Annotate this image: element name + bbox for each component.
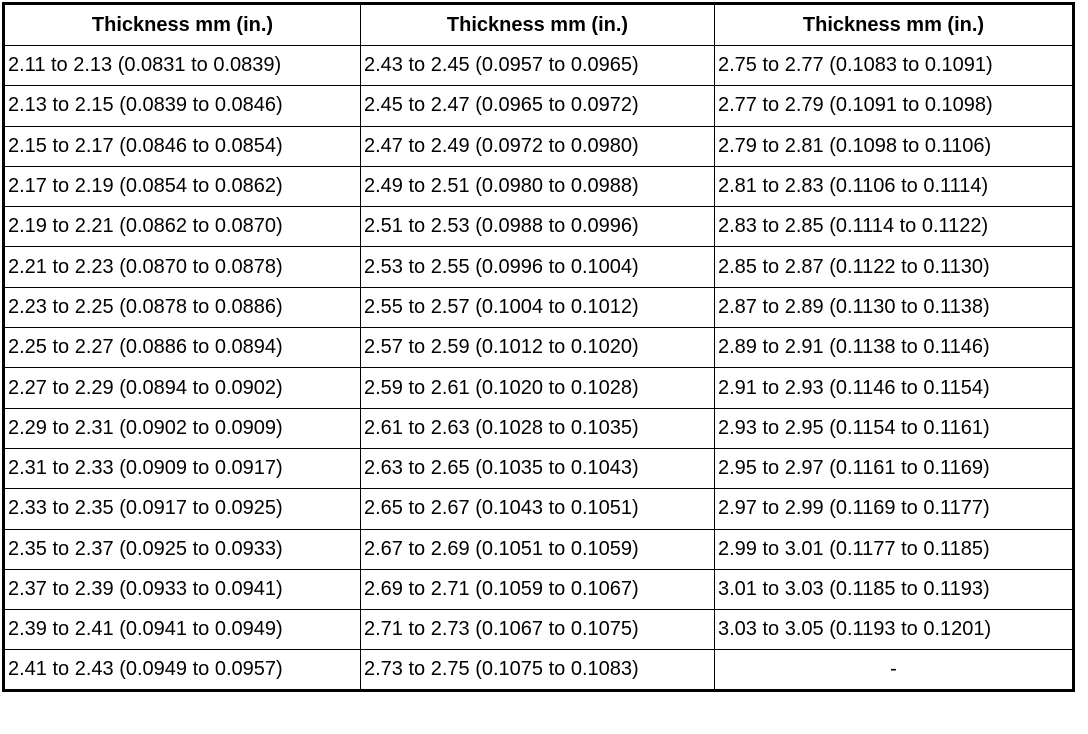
table-cell: 3.03 to 3.05 (0.1193 to 0.1201): [714, 609, 1074, 651]
header-cell: Thickness mm (in.): [360, 3, 715, 46]
table-row: 2.39 to 2.41 (0.0941 to 0.0949) 2.71 to 2…: [3, 609, 1074, 651]
table-cell: 2.23 to 2.25 (0.0878 to 0.0886): [3, 286, 361, 329]
header-cell: Thickness mm (in.): [714, 3, 1074, 46]
table-cell: 2.51 to 2.53 (0.0988 to 0.0996): [360, 206, 715, 248]
table-cell: 2.57 to 2.59 (0.1012 to 0.1020): [360, 327, 715, 369]
table-row: 2.19 to 2.21 (0.0862 to 0.0870) 2.51 to 2…: [3, 206, 1074, 248]
table-cell: 2.87 to 2.89 (0.1130 to 0.1138): [714, 286, 1074, 329]
table-cell: 2.49 to 2.51 (0.0980 to 0.0988): [360, 165, 715, 208]
table-row: 2.17 to 2.19 (0.0854 to 0.0862) 2.49 to 2…: [3, 165, 1074, 208]
table-cell: 2.79 to 2.81 (0.1098 to 0.1106): [714, 125, 1074, 167]
table-cell: 2.93 to 2.95 (0.1154 to 0.1161): [714, 407, 1074, 449]
table-cell: 2.21 to 2.23 (0.0870 to 0.0878): [3, 246, 361, 288]
table-cell: 2.41 to 2.43 (0.0949 to 0.0957): [3, 649, 361, 691]
table-cell: 2.45 to 2.47 (0.0965 to 0.0972): [360, 85, 715, 127]
table-cell: 2.95 to 2.97 (0.1161 to 0.1169): [714, 447, 1074, 490]
table-cell: 2.31 to 2.33 (0.0909 to 0.0917): [3, 447, 361, 490]
table-cell: 2.77 to 2.79 (0.1091 to 0.1098): [714, 85, 1074, 127]
table-cell: 2.47 to 2.49 (0.0972 to 0.0980): [360, 125, 715, 167]
table-cell: 2.61 to 2.63 (0.1028 to 0.1035): [360, 407, 715, 449]
table-row: 2.33 to 2.35 (0.0917 to 0.0925) 2.65 to 2…: [3, 488, 1074, 530]
table-cell: 2.29 to 2.31 (0.0902 to 0.0909): [3, 407, 361, 449]
thickness-table: Thickness mm (in.) Thickness mm (in.) Thic…: [2, 2, 1075, 692]
table-cell: 2.17 to 2.19 (0.0854 to 0.0862): [3, 165, 361, 208]
table-row: 2.37 to 2.39 (0.0933 to 0.0941) 2.69 to 2…: [3, 568, 1074, 611]
table-row: 2.41 to 2.43 (0.0949 to 0.0957) 2.73 to 2…: [3, 649, 1074, 691]
table-cell: 2.69 to 2.71 (0.1059 to 0.1067): [360, 568, 715, 611]
table-cell: 2.37 to 2.39 (0.0933 to 0.0941): [3, 568, 361, 611]
table-row: 2.15 to 2.17 (0.0846 to 0.0854) 2.47 to 2…: [3, 125, 1074, 167]
table-cell: 2.39 to 2.41 (0.0941 to 0.0949): [3, 609, 361, 651]
table-body: 2.11 to 2.13 (0.0831 to 0.0839) 2.43 to 2…: [3, 44, 1074, 691]
table-row: 2.31 to 2.33 (0.0909 to 0.0917) 2.63 to 2…: [3, 447, 1074, 490]
table-cell: 2.67 to 2.69 (0.1051 to 0.1059): [360, 528, 715, 570]
table-cell: 2.55 to 2.57 (0.1004 to 0.1012): [360, 286, 715, 329]
header-row: Thickness mm (in.) Thickness mm (in.) Thic…: [3, 3, 1074, 46]
table-row: 2.11 to 2.13 (0.0831 to 0.0839) 2.43 to 2…: [3, 44, 1074, 87]
table-cell: 2.89 to 2.91 (0.1138 to 0.1146): [714, 327, 1074, 369]
table-cell: 2.25 to 2.27 (0.0886 to 0.0894): [3, 327, 361, 369]
table-cell: 2.27 to 2.29 (0.0894 to 0.0902): [3, 367, 361, 409]
table-cell: 2.91 to 2.93 (0.1146 to 0.1154): [714, 367, 1074, 409]
table-row: 2.35 to 2.37 (0.0925 to 0.0933) 2.67 to 2…: [3, 528, 1074, 570]
table-cell: 2.11 to 2.13 (0.0831 to 0.0839): [3, 44, 361, 87]
table-cell: 2.83 to 2.85 (0.1114 to 0.1122): [714, 206, 1074, 248]
table-row: 2.23 to 2.25 (0.0878 to 0.0886) 2.55 to 2…: [3, 286, 1074, 329]
table-row: 2.27 to 2.29 (0.0894 to 0.0902) 2.59 to 2…: [3, 367, 1074, 409]
table-cell: 3.01 to 3.03 (0.1185 to 0.1193): [714, 568, 1074, 611]
table-cell: 2.71 to 2.73 (0.1067 to 0.1075): [360, 609, 715, 651]
table-cell: -: [714, 649, 1074, 691]
table-cell: 2.97 to 2.99 (0.1169 to 0.1177): [714, 488, 1074, 530]
table-row: 2.21 to 2.23 (0.0870 to 0.0878) 2.53 to 2…: [3, 246, 1074, 288]
table-cell: 2.75 to 2.77 (0.1083 to 0.1091): [714, 44, 1074, 87]
table-cell: 2.63 to 2.65 (0.1035 to 0.1043): [360, 447, 715, 490]
table-cell: 2.33 to 2.35 (0.0917 to 0.0925): [3, 488, 361, 530]
table-cell: 2.99 to 3.01 (0.1177 to 0.1185): [714, 528, 1074, 570]
table-cell: 2.15 to 2.17 (0.0846 to 0.0854): [3, 125, 361, 167]
table-cell: 2.85 to 2.87 (0.1122 to 0.1130): [714, 246, 1074, 288]
table-row: 2.29 to 2.31 (0.0902 to 0.0909) 2.61 to 2…: [3, 407, 1074, 449]
table-cell: 2.19 to 2.21 (0.0862 to 0.0870): [3, 206, 361, 248]
table-cell: 2.65 to 2.67 (0.1043 to 0.1051): [360, 488, 715, 530]
table-row: 2.13 to 2.15 (0.0839 to 0.0846) 2.45 to 2…: [3, 85, 1074, 127]
table-cell: 2.73 to 2.75 (0.1075 to 0.1083): [360, 649, 715, 691]
table-cell: 2.81 to 2.83 (0.1106 to 0.1114): [714, 165, 1074, 208]
table-cell: 2.43 to 2.45 (0.0957 to 0.0965): [360, 44, 715, 87]
table-cell: 2.53 to 2.55 (0.0996 to 0.1004): [360, 246, 715, 288]
table-cell: 2.59 to 2.61 (0.1020 to 0.1028): [360, 367, 715, 409]
table-cell: 2.13 to 2.15 (0.0839 to 0.0846): [3, 85, 361, 127]
table-cell: 2.35 to 2.37 (0.0925 to 0.0933): [3, 528, 361, 570]
header-cell: Thickness mm (in.): [3, 3, 361, 46]
table-row: 2.25 to 2.27 (0.0886 to 0.0894) 2.57 to 2…: [3, 327, 1074, 369]
